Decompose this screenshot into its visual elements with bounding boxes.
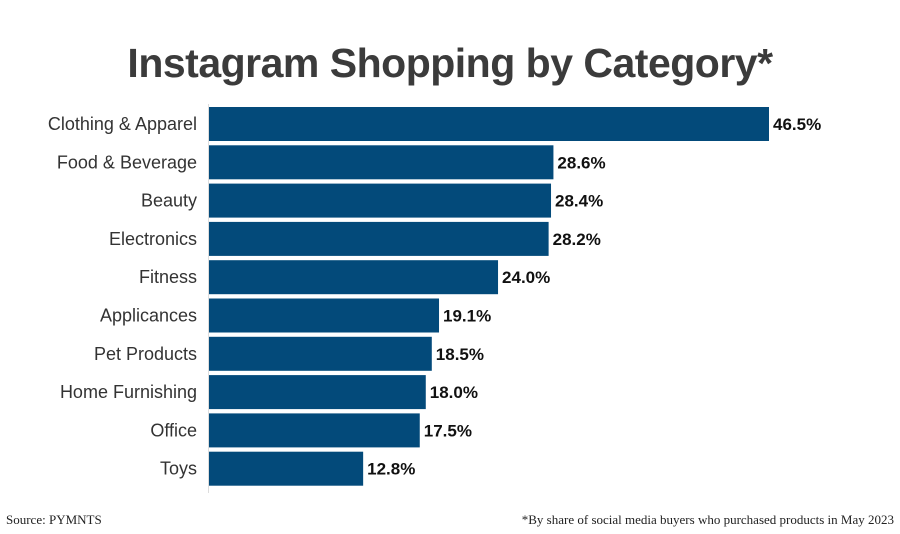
chart-title: Instagram Shopping by Category* (127, 40, 773, 86)
bar (209, 375, 426, 410)
bar (209, 221, 549, 256)
bar (209, 451, 364, 486)
data-label: 18.5% (436, 345, 484, 364)
bar (209, 336, 432, 371)
data-label: 28.2% (553, 230, 601, 249)
category-label: Food & Beverage (57, 152, 197, 172)
category-label: Fitness (139, 267, 197, 287)
bar (209, 298, 440, 333)
source-note: Source: PYMNTS (6, 512, 102, 527)
footnote: *By share of social media buyers who pur… (521, 512, 894, 527)
category-label: Clothing & Apparel (48, 114, 197, 134)
category-label: Home Furnishing (60, 382, 197, 402)
category-label: Office (150, 420, 197, 440)
data-label: 28.4% (555, 192, 603, 211)
data-label: 24.0% (502, 268, 550, 287)
data-label: 46.5% (773, 115, 821, 134)
data-label: 18.0% (430, 383, 478, 402)
category-label: Electronics (109, 229, 197, 249)
bar (209, 145, 554, 180)
data-label: 17.5% (424, 421, 472, 440)
bar (209, 183, 552, 218)
category-label: Beauty (141, 191, 197, 211)
bar (209, 413, 420, 448)
category-label: Applicances (100, 306, 197, 326)
data-label: 12.8% (367, 460, 415, 479)
bar (209, 260, 499, 295)
bar (209, 107, 769, 141)
data-label: 28.6% (557, 153, 605, 172)
category-label: Toys (160, 459, 197, 479)
category-label: Pet Products (94, 344, 197, 364)
data-label: 19.1% (443, 307, 491, 326)
